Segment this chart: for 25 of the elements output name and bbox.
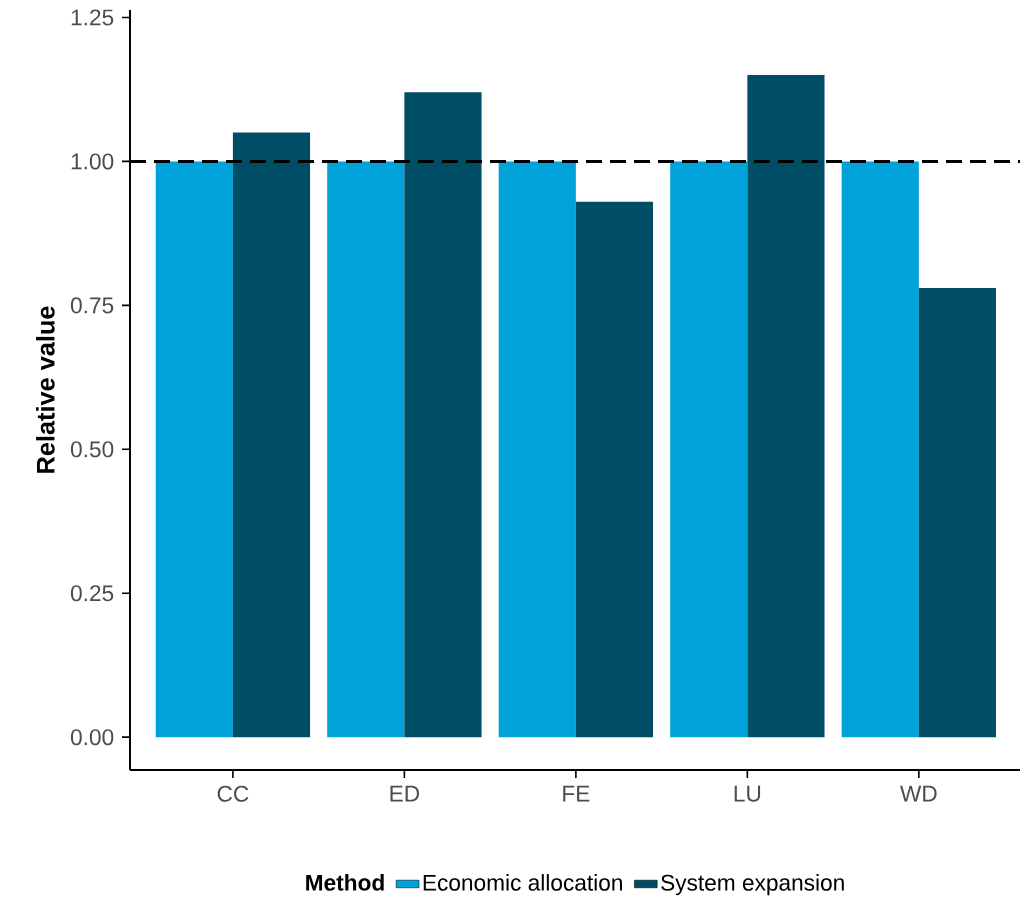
y-axis-title: Relative value — [36, 306, 55, 473]
x-tick-label: WD — [900, 785, 937, 802]
y-tick-label: 0.00 — [70, 729, 114, 746]
bar — [155, 161, 233, 738]
x-tick-label: CC — [217, 785, 249, 802]
bar — [670, 161, 748, 738]
bar — [575, 201, 654, 738]
y-tick-label: 0.50 — [70, 441, 114, 458]
legend-label: Economic allocation — [423, 874, 622, 891]
legend-title: Method — [306, 874, 384, 891]
bar — [327, 161, 405, 738]
x-tick-label: FE — [563, 785, 590, 802]
legend-label: System expansion — [661, 874, 844, 896]
x-tick-label: LU — [734, 785, 761, 802]
bar — [404, 92, 482, 738]
y-tick-label: 1.00 — [71, 153, 114, 170]
x-tick-label: ED — [390, 785, 420, 802]
y-tick-label: 0.25 — [70, 585, 114, 602]
bar — [918, 288, 996, 738]
bar — [232, 132, 311, 738]
bar — [498, 161, 576, 738]
bar — [747, 75, 825, 738]
y-tick-label: 1.25 — [71, 9, 114, 26]
bar — [841, 161, 919, 738]
y-tick-label: 0.75 — [70, 297, 114, 314]
